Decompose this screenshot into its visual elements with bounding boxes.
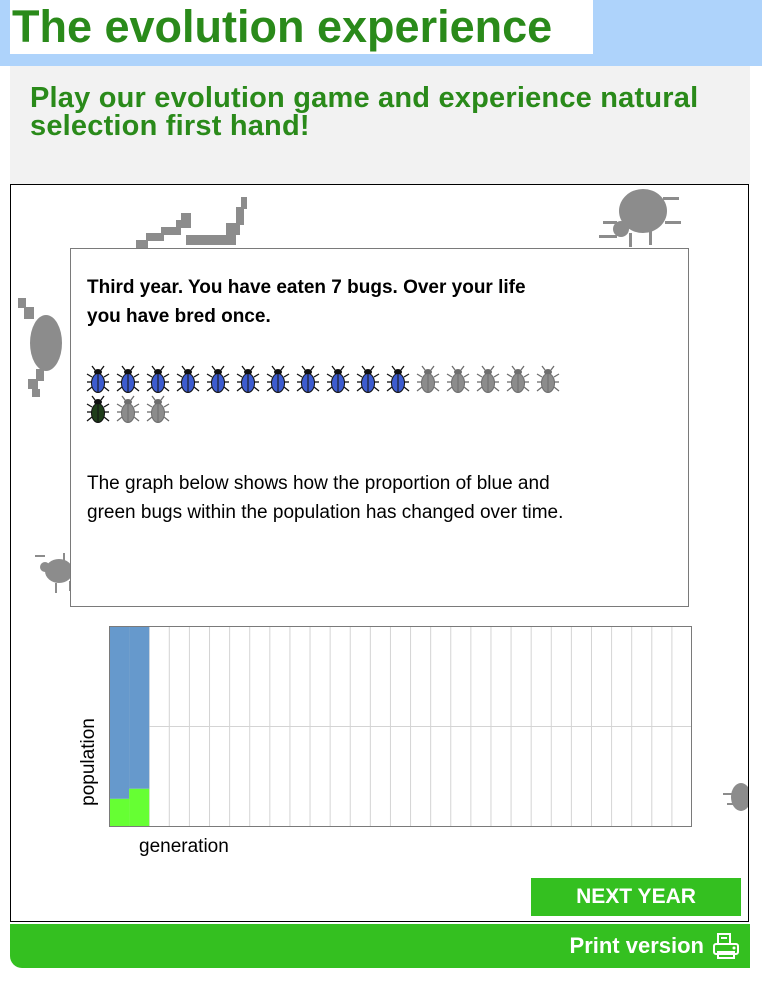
chart-blue-area: [109, 626, 130, 799]
blue-bug-icon: [263, 365, 293, 395]
chart-border: [109, 626, 692, 827]
blue-bug-icon: [383, 365, 413, 395]
blue-bug-icon: [143, 365, 173, 395]
title-bar: The evolution experience: [0, 0, 762, 66]
graph-description: The graph below shows how the proportion…: [87, 473, 564, 523]
y-axis-label: population: [78, 718, 99, 806]
grey-bug-icon: [413, 365, 443, 395]
footer-bar: Print version: [10, 924, 750, 968]
print-version-link[interactable]: Print version: [570, 930, 740, 962]
next-year-button[interactable]: NEXT YEAR: [531, 878, 741, 916]
print-version-label: Print version: [569, 933, 704, 958]
blue-bug-icon: [293, 365, 323, 395]
grey-bug-icon: [503, 365, 533, 395]
background-bug-icon: [599, 189, 681, 247]
background-bug-icon: [18, 298, 62, 397]
grey-bug-icon: [113, 395, 143, 425]
x-axis-label: generation: [139, 836, 229, 857]
year-summary-panel: Third year. You have eaten 7 bugs. Over …: [70, 248, 689, 607]
population-chart: [109, 626, 692, 827]
game-area[interactable]: Third year. You have eaten 7 bugs. Over …: [10, 184, 749, 922]
grey-bug-icon: [143, 395, 173, 425]
eaten-bugs-grid: [83, 365, 583, 425]
chart-blue-area: [129, 626, 150, 789]
blue-bug-icon: [113, 365, 143, 395]
grey-bug-icon: [443, 365, 473, 395]
chart-green-area: [109, 798, 130, 827]
blue-bug-icon: [323, 365, 353, 395]
blue-bug-icon: [173, 365, 203, 395]
chart-green-area: [129, 788, 150, 827]
year-summary-heading: Third year. You have eaten 7 bugs. Over …: [87, 277, 526, 327]
background-bug-icon: [136, 197, 247, 248]
blue-bug-icon: [203, 365, 233, 395]
blue-bug-icon: [83, 365, 113, 395]
background-bug-icon: [723, 783, 748, 811]
blue-bug-icon: [353, 365, 383, 395]
grey-bug-icon: [533, 365, 563, 395]
intro-text: Play our evolution game and experience n…: [30, 82, 699, 142]
grey-bug-icon: [473, 365, 503, 395]
green-bug-icon: [83, 395, 113, 425]
page-title: The evolution experience: [10, 0, 593, 54]
printer-icon: [713, 933, 739, 959]
blue-bug-icon: [233, 365, 263, 395]
intro-box: Play our evolution game and experience n…: [10, 66, 750, 184]
